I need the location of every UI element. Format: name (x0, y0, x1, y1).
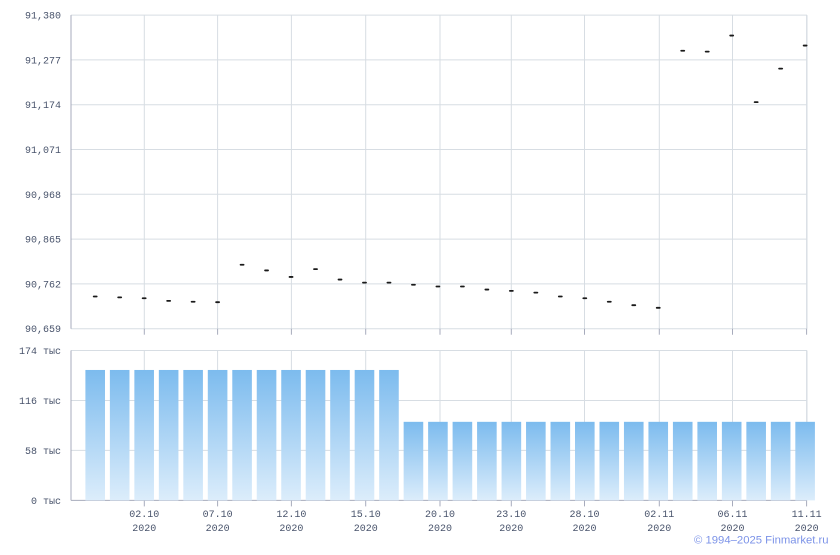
svg-text:90,865: 90,865 (25, 236, 61, 247)
svg-text:07.10: 07.10 (203, 510, 233, 521)
svg-text:90,659: 90,659 (25, 325, 61, 336)
svg-text:02.11: 02.11 (644, 510, 674, 521)
svg-text:12.10: 12.10 (276, 510, 306, 521)
svg-text:91,380: 91,380 (25, 12, 61, 23)
svg-text:© 1994–2025 Finmarket.ru: © 1994–2025 Finmarket.ru (694, 535, 829, 547)
svg-text:2020: 2020 (499, 524, 523, 535)
svg-text:2020: 2020 (795, 524, 819, 535)
svg-text:2020: 2020 (206, 524, 230, 535)
svg-text:90,762: 90,762 (25, 280, 61, 291)
svg-text:2020: 2020 (720, 524, 744, 535)
svg-text:2020: 2020 (279, 524, 303, 535)
svg-text:91,071: 91,071 (25, 146, 61, 157)
svg-text:2020: 2020 (132, 524, 156, 535)
svg-text:2020: 2020 (647, 524, 671, 535)
svg-text:2020: 2020 (572, 524, 596, 535)
svg-text:90,968: 90,968 (25, 191, 61, 202)
svg-text:91,174: 91,174 (25, 101, 61, 112)
svg-text:20.10: 20.10 (425, 510, 455, 521)
svg-text:11.11: 11.11 (792, 510, 822, 521)
svg-text:91,277: 91,277 (25, 56, 61, 67)
svg-text:23.10: 23.10 (496, 510, 526, 521)
svg-text:116 тыс: 116 тыс (19, 397, 61, 408)
svg-text:15.10: 15.10 (351, 510, 381, 521)
svg-text:2020: 2020 (428, 524, 452, 535)
svg-text:0 тыс: 0 тыс (31, 497, 61, 508)
svg-text:174 тыс: 174 тыс (19, 347, 61, 358)
svg-text:2020: 2020 (354, 524, 378, 535)
svg-text:28.10: 28.10 (569, 510, 599, 521)
svg-text:58 тыс: 58 тыс (25, 447, 61, 458)
svg-text:06.11: 06.11 (717, 510, 747, 521)
svg-text:02.10: 02.10 (129, 510, 159, 521)
